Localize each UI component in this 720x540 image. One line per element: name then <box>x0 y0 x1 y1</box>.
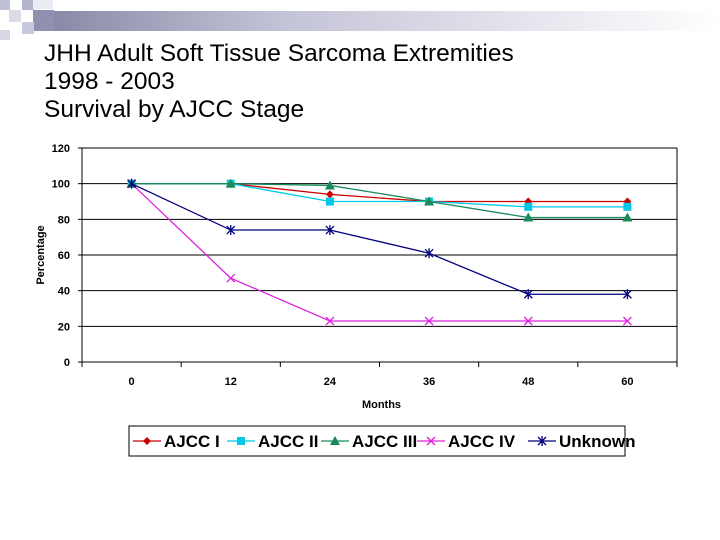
data-point-unknown <box>127 178 137 189</box>
legend-label-ajcc-i: AJCC I <box>164 432 220 451</box>
x-tick-label: 36 <box>423 376 435 388</box>
corner-decoration <box>0 0 720 40</box>
y-tick-label: 100 <box>52 179 70 191</box>
legend-label-ajcc-iii: AJCC III <box>352 432 417 451</box>
data-point-ajcc-iv <box>226 273 236 283</box>
y-axis-label: Percentage <box>35 225 47 284</box>
data-point-unknown <box>424 248 434 259</box>
y-tick-label: 20 <box>58 321 70 333</box>
series-line-unknown <box>131 183 628 295</box>
data-point-ajcc-i <box>325 190 334 199</box>
legend-marker-unknown <box>537 436 547 446</box>
x-tick-label: 48 <box>522 376 534 388</box>
title-line-1: JHH Adult Soft Tissue Sarcoma Extremitie… <box>44 40 514 67</box>
legend-marker-ajcc-iv <box>426 436 436 446</box>
legend-label-ajcc-iv: AJCC IV <box>448 432 516 451</box>
data-point-ajcc-iv <box>523 316 533 326</box>
x-tick-label: 60 <box>621 376 633 388</box>
data-point-unknown <box>325 225 335 236</box>
y-tick-label: 0 <box>64 357 70 369</box>
data-point-unknown <box>622 289 632 300</box>
data-point-ajcc-iii <box>424 196 435 206</box>
series-line-ajcc-iii <box>131 183 628 219</box>
survival-line-chart: 0 20 40 60 80 100 120 0 12 24 36 48 60 Months Percenta… <box>35 143 678 457</box>
y-tick-label: 120 <box>52 143 70 155</box>
legend-marker-ajcc-ii <box>237 437 245 445</box>
data-point-ajcc-iv <box>424 316 434 326</box>
title-line-3: Survival by AJCC Stage <box>44 96 305 123</box>
data-point-ajcc-ii <box>623 202 632 211</box>
data-point-ajcc-iii <box>225 178 236 188</box>
legend-label-unknown: Unknown <box>559 432 636 451</box>
legend-marker-ajcc-i <box>143 437 151 445</box>
data-point-ajcc-iv <box>622 316 632 326</box>
x-axis-label: Months <box>362 399 401 411</box>
series-line-ajcc-iv <box>131 183 628 322</box>
y-tick-label: 40 <box>58 286 70 298</box>
data-point-ajcc-iv <box>325 316 335 326</box>
data-point-ajcc-ii <box>325 197 334 206</box>
y-tick-label: 80 <box>58 214 70 226</box>
x-tick-label: 0 <box>129 376 135 388</box>
legend-label-ajcc-ii: AJCC II <box>258 432 318 451</box>
title-line-2: 1998 - 2003 <box>44 68 175 95</box>
data-point-ajcc-iii <box>324 180 335 190</box>
slide-title: JHH Adult Soft Tissue Sarcoma Extremitie… <box>44 40 514 124</box>
x-tick-label: 12 <box>225 376 237 388</box>
data-point-ajcc-ii <box>524 202 533 211</box>
data-point-unknown <box>523 289 533 300</box>
y-tick-label: 60 <box>58 250 70 262</box>
legend-marker-ajcc-iii <box>330 436 340 445</box>
data-point-ajcc-iii <box>523 212 534 222</box>
data-point-ajcc-iii <box>622 212 633 222</box>
data-point-unknown <box>226 225 236 236</box>
x-tick-label: 24 <box>324 376 337 388</box>
